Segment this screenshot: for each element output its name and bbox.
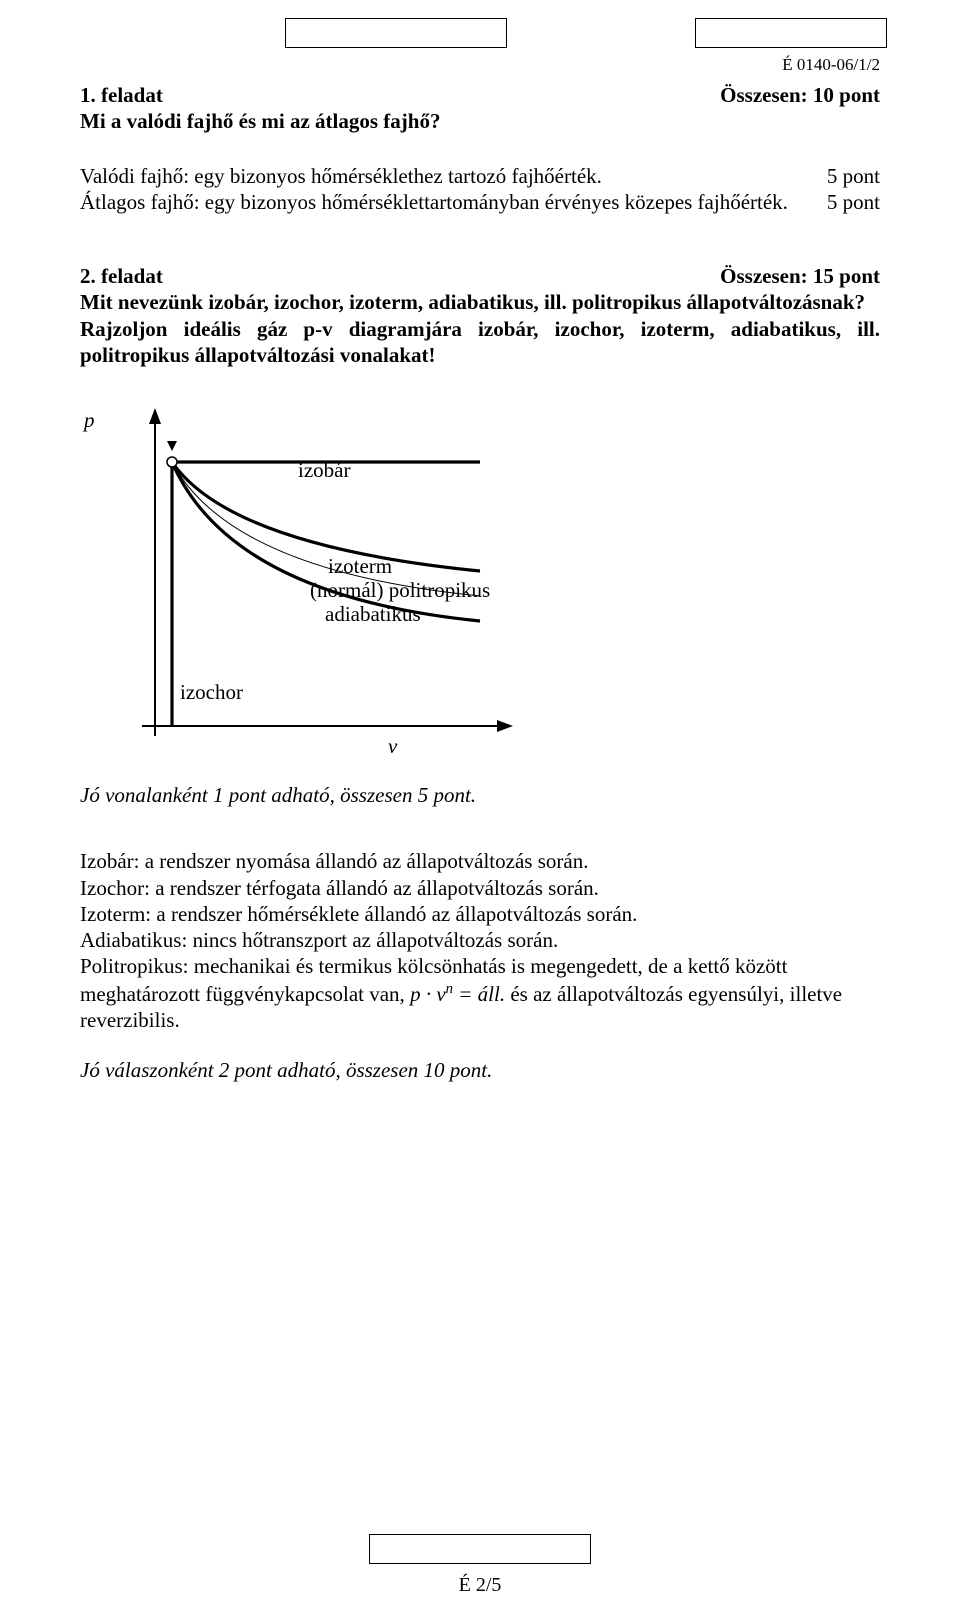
doc-code: É 0140-06/1/2 bbox=[782, 54, 880, 75]
start-point-icon bbox=[167, 457, 177, 467]
x-axis-label: v bbox=[388, 734, 397, 758]
task1-answer1-pts: 5 pont bbox=[827, 163, 880, 189]
footer-box bbox=[369, 1534, 591, 1564]
y-axis-label: p bbox=[84, 408, 95, 432]
def-polytrop: Politropikus: mechanikai és termikus köl… bbox=[80, 953, 880, 1033]
task1-header: 1. feladat Összesen: 10 pont bbox=[80, 82, 880, 108]
adiabat-label: adiabatikus bbox=[325, 602, 421, 626]
page: É 0140-06/1/2 1. feladat Összesen: 10 po… bbox=[0, 0, 960, 1612]
task2-title: 2. feladat bbox=[80, 263, 163, 289]
task1-answer2-row: Átlagos fajhő: egy bizonyos hőmérséklett… bbox=[80, 189, 880, 215]
def-isobar: Izobár: a rendszer nyomása állandó az ál… bbox=[80, 848, 880, 874]
task2-points: Összesen: 15 pont bbox=[720, 263, 880, 289]
def-adiabat: Adiabatikus: nincs hőtranszport az állap… bbox=[80, 927, 880, 953]
def-isotherm: Izoterm: a rendszer hőmérséklete állandó… bbox=[80, 901, 880, 927]
defs-scoring: Jó válaszonként 2 pont adható, összesen … bbox=[80, 1057, 880, 1083]
definitions: Izobár: a rendszer nyomása állandó az ál… bbox=[80, 848, 880, 1033]
start-arrow-icon bbox=[167, 441, 177, 451]
isochor-label: izochor bbox=[180, 680, 243, 704]
y-axis-arrow-icon bbox=[149, 408, 161, 424]
pv-diagram: p v izobár izoterm (normál) politropikus… bbox=[80, 396, 600, 776]
diagram-scoring: Jó vonalanként 1 pont adható, összesen 5… bbox=[80, 782, 880, 808]
isotherm-label: izoterm bbox=[328, 554, 392, 578]
task1-answer1: Valódi fajhő: egy bizonyos hőmérséklethe… bbox=[80, 163, 602, 189]
polytrop-formula-exp: n bbox=[446, 981, 453, 997]
header-box-right bbox=[695, 18, 887, 48]
task2-q2: Rajzoljon ideális gáz p-v diagramjára iz… bbox=[80, 316, 880, 369]
x-axis-arrow-icon bbox=[497, 720, 513, 732]
polytrop-label: (normál) politropikus bbox=[310, 578, 490, 602]
task1-answer2-pts: 5 pont bbox=[827, 189, 880, 215]
header-box-left bbox=[285, 18, 507, 48]
polytrop-formula-eq: = áll. bbox=[453, 982, 505, 1006]
polytrop-formula-base: p · v bbox=[410, 982, 446, 1006]
header-boxes bbox=[0, 18, 960, 48]
isobar-label: izobár bbox=[298, 458, 350, 482]
task1-points: Összesen: 10 pont bbox=[720, 82, 880, 108]
task1-answer2: Átlagos fajhő: egy bizonyos hőmérséklett… bbox=[80, 189, 788, 215]
footer: É 2/5 bbox=[0, 1534, 960, 1598]
def-isochor: Izochor: a rendszer térfogata állandó az… bbox=[80, 875, 880, 901]
task1-question: Mi a valódi fajhő és mi az átlagos fajhő… bbox=[80, 108, 880, 134]
page-number: É 2/5 bbox=[459, 1574, 502, 1596]
task1-answer1-row: Valódi fajhő: egy bizonyos hőmérséklethe… bbox=[80, 163, 880, 189]
task2-q1: Mit nevezünk izobár, izochor, izoterm, a… bbox=[80, 289, 880, 315]
task2-header: 2. feladat Összesen: 15 pont bbox=[80, 263, 880, 289]
task1-title: 1. feladat bbox=[80, 82, 163, 108]
